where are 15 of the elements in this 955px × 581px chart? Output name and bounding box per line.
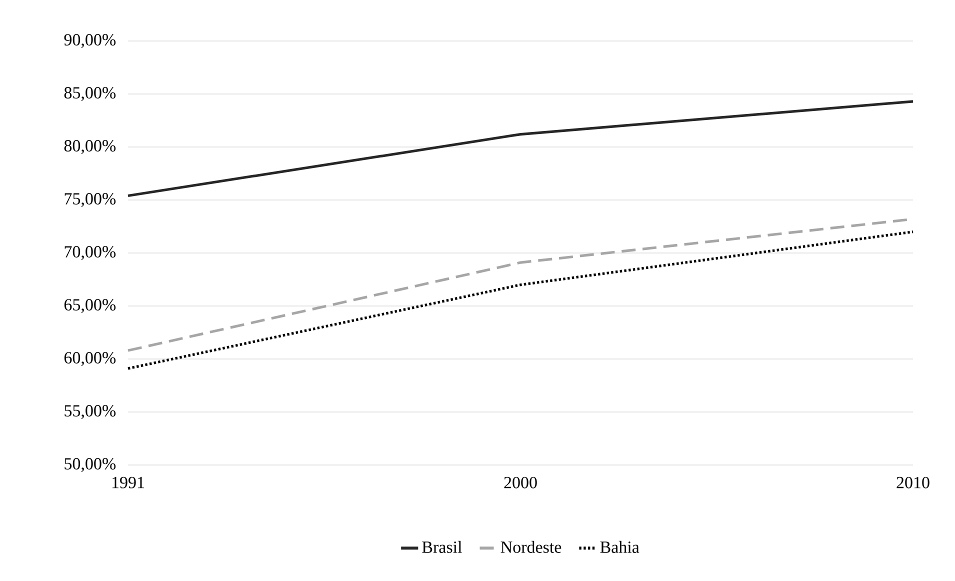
legend-label: Nordeste bbox=[500, 540, 562, 553]
y-tick-label: 90,00% bbox=[64, 34, 116, 48]
legend-label: Brasil bbox=[422, 540, 462, 553]
y-tick-label: 55,00% bbox=[64, 405, 116, 419]
y-tick-label: 80,00% bbox=[64, 140, 116, 154]
x-tick-label: 1991 bbox=[112, 476, 144, 488]
legend-label: Bahia bbox=[600, 540, 640, 553]
y-tick-label: 70,00% bbox=[64, 246, 116, 260]
y-tick-label: 85,00% bbox=[64, 87, 116, 101]
y-tick-label: 75,00% bbox=[64, 193, 116, 207]
y-tick-label: 60,00% bbox=[64, 352, 116, 366]
x-tick-label: 2000 bbox=[504, 476, 537, 488]
y-tick-label: 65,00% bbox=[64, 299, 116, 313]
y-tick-label: 50,00% bbox=[64, 458, 116, 472]
x-tick-label: 2010 bbox=[896, 476, 930, 488]
